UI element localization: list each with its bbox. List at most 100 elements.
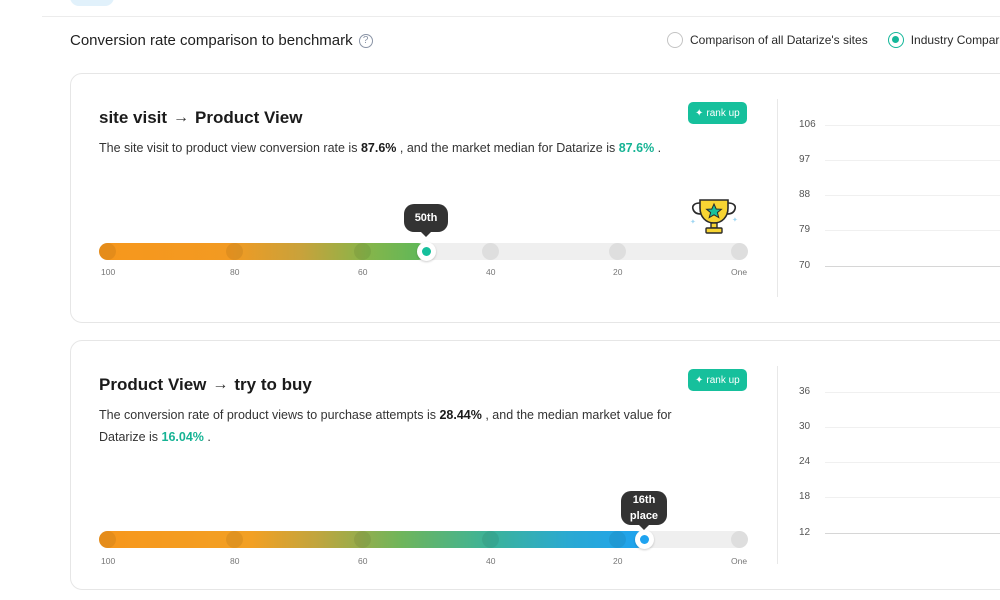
card-title-to: try to buy <box>234 375 312 394</box>
svg-text:✦: ✦ <box>690 218 696 226</box>
y-tick-label: 36 <box>799 386 811 397</box>
y-axis-row: 79 <box>791 224 1000 236</box>
baseline <box>825 266 1000 267</box>
radio-checked-icon[interactable] <box>887 32 904 48</box>
trend-chart: 36 30 24 18 12 <box>791 376 1000 546</box>
rank-tooltip-label: 50th <box>414 212 438 224</box>
y-tick-label: 88 <box>799 189 811 200</box>
y-axis-row: 106 <box>791 119 1000 131</box>
scale-label: 40 <box>486 267 496 277</box>
card-description: The site visit to product view conversio… <box>99 137 719 159</box>
svg-text:✦: ✦ <box>732 216 738 224</box>
y-axis-row: 97 <box>791 154 1000 166</box>
scale-dot <box>609 531 626 548</box>
trophy-icon: ✦ ✦ <box>690 199 738 234</box>
sparkle-icon: ✦ <box>695 374 704 386</box>
arrow-right-icon: → <box>212 376 229 393</box>
y-axis-row: 18 <box>791 491 1000 503</box>
gridline <box>825 427 1000 428</box>
desc-rate: 28.44% <box>439 408 482 422</box>
scale-label: 40 <box>486 556 496 566</box>
y-axis-row: 30 <box>791 421 1000 433</box>
radio-all-sites[interactable]: Comparison of all Datarize's sites <box>667 32 868 48</box>
rank-progress-fill <box>99 243 426 260</box>
gridline <box>825 392 1000 393</box>
top-tab-pill[interactable] <box>70 0 114 6</box>
gridline <box>825 125 1000 126</box>
y-axis-row: 88 <box>791 189 1000 201</box>
radio-unchecked-icon[interactable] <box>667 32 683 48</box>
question-circle-icon[interactable]: ? <box>358 33 373 48</box>
rank-up-badge: ✦ rank up <box>688 102 747 124</box>
rank-progress-fill <box>99 531 645 548</box>
card-title: Product View → try to buy <box>99 375 312 395</box>
rank-marker-core <box>640 535 649 544</box>
card-title-to: Product View <box>195 108 303 127</box>
scale-dot <box>99 243 116 260</box>
rank-tooltip: 16th place <box>621 491 667 530</box>
radio-all-sites-label: Comparison of all Datarize's sites <box>690 33 868 47</box>
funnel-card-visit-to-view: site visit → Product View ✦ rank up The … <box>70 73 1000 323</box>
scale-label: 20 <box>613 556 623 566</box>
desc-middle: , and the market median for Datarize is <box>399 141 616 155</box>
scale-label: 60 <box>358 267 368 277</box>
rank-marker-core <box>422 247 431 256</box>
section-title-text: Conversion rate comparison to benchmark <box>70 32 353 49</box>
arrow-right-icon: → <box>173 109 190 126</box>
scale-dot <box>354 531 371 548</box>
rank-up-badge: ✦ rank up <box>688 369 747 391</box>
gridline <box>825 160 1000 161</box>
gridline <box>825 462 1000 463</box>
desc-prefix: The conversion rate of product views to … <box>99 408 436 422</box>
y-axis-row: 12 <box>791 527 1000 539</box>
y-axis-row: 24 <box>791 456 1000 468</box>
card-description: The conversion rate of product views to … <box>99 404 719 448</box>
scale-dot <box>99 531 116 548</box>
desc-rate: 87.6% <box>360 141 397 155</box>
y-tick-label: 106 <box>799 119 816 130</box>
top-divider <box>42 16 1000 17</box>
y-tick-label: 30 <box>799 421 811 432</box>
y-tick-label: 18 <box>799 491 811 502</box>
scale-dot <box>731 243 748 260</box>
section-title: Conversion rate comparison to benchmark … <box>70 32 373 49</box>
scale-dot <box>226 531 243 548</box>
desc-suffix: . <box>657 141 662 155</box>
scale-label: One <box>731 267 748 277</box>
radio-industry-label: Industry Comparison <box>910 33 1000 47</box>
rank-marker <box>635 530 654 549</box>
scale-dot <box>482 243 499 260</box>
card-divider <box>777 366 778 564</box>
trend-chart: 106 97 88 79 70 <box>791 109 1000 279</box>
desc-median: 87.6% <box>618 141 655 155</box>
rank-scale: 100 80 60 40 20 One <box>99 267 748 279</box>
scale-label: 100 <box>101 556 116 566</box>
card-title-from: Product View <box>99 375 207 394</box>
gridline <box>825 230 1000 231</box>
rank-tooltip-line2: place <box>629 510 659 522</box>
scale-dot <box>226 243 243 260</box>
funnel-card-view-to-buy: Product View → try to buy ✦ rank up The … <box>70 340 1000 590</box>
y-tick-label: 79 <box>799 224 811 235</box>
y-axis-row: 36 <box>791 386 1000 398</box>
scale-label: 80 <box>230 267 240 277</box>
sparkle-icon: ✦ <box>695 107 704 119</box>
y-tick-label: 12 <box>799 527 811 538</box>
y-tick-label: 24 <box>799 456 811 467</box>
scale-dot <box>482 531 499 548</box>
y-tick-label: 97 <box>799 154 811 165</box>
scale-dot <box>354 243 371 260</box>
scale-label: 20 <box>613 267 623 277</box>
y-tick-label: 70 <box>799 260 811 271</box>
rank-up-badge-label: rank up <box>706 107 740 119</box>
y-axis-row: 70 <box>791 260 1000 272</box>
gridline <box>825 195 1000 196</box>
baseline <box>825 533 1000 534</box>
scale-dot <box>609 243 626 260</box>
desc-median: 16.04% <box>161 430 204 444</box>
radio-industry[interactable]: Industry Comparison <box>887 32 1000 48</box>
desc-middle: , and the median market value for Datari… <box>99 408 672 444</box>
scale-label: 100 <box>101 267 116 277</box>
rank-marker <box>417 242 436 261</box>
scale-label: One <box>731 556 748 566</box>
